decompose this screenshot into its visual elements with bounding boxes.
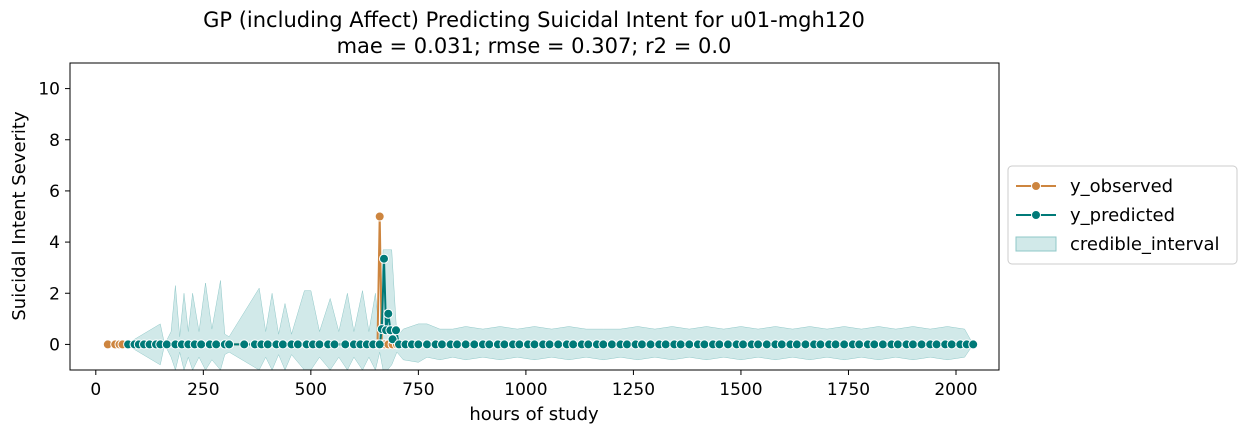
chart-title: GP (including Affect) Predicting Suicida… [203, 8, 865, 32]
y-predicted-point-61 [529, 339, 540, 350]
y-predicted-point-71 [606, 339, 617, 350]
y-predicted-point-106 [877, 339, 888, 350]
y-predicted-point-91 [761, 339, 772, 350]
legend-predicted-marker [1031, 210, 1041, 220]
y-predicted-point-52 [460, 339, 471, 350]
y-predicted-point-47 [422, 339, 432, 350]
y-predicted-point-37 [379, 253, 389, 264]
y-predicted-point-68 [583, 339, 594, 350]
y-predicted-point-70 [598, 339, 609, 350]
y-predicted-point-88 [738, 339, 749, 350]
legend-frame [1007, 165, 1238, 265]
x-tick-label-1000: 1000 [504, 380, 547, 400]
legend-band-label: credible_interval [1070, 234, 1220, 255]
x-tick-label-1250: 1250 [612, 380, 655, 400]
y-predicted-point-49 [437, 339, 447, 350]
y-predicted-point-85 [714, 339, 725, 350]
plot-area [69, 62, 1000, 371]
y-axis-label: Suicidal Intent Severity [9, 111, 30, 321]
y-predicted-point-93 [776, 339, 787, 350]
y-predicted-point-76 [645, 339, 656, 350]
y-predicted-point-110 [908, 339, 918, 350]
y-tick-label-10: 10 [38, 80, 60, 100]
x-axis: 0 250 500 750 1000 1250 1500 1750 2000 [90, 370, 978, 400]
x-tick-label-500: 500 [295, 380, 327, 400]
plot-frame [69, 62, 1000, 371]
y-predicted-point-100 [830, 339, 841, 350]
x-tick-label-750: 750 [402, 380, 434, 400]
plot-frame-bg [70, 63, 999, 370]
x-tick-label-1750: 1750 [827, 380, 870, 400]
y-predicted-point-14 [211, 339, 222, 350]
y-tick-label-2: 2 [49, 284, 60, 304]
y-predicted-point-22 [277, 339, 288, 350]
y-predicted-point-20 [262, 339, 273, 350]
y-axis: 0 2 4 6 8 10 [38, 80, 70, 355]
y-predicted-point-46 [413, 339, 424, 350]
x-tick-label-250: 250 [187, 380, 219, 400]
y-predicted-point-66 [568, 339, 579, 350]
legend-observed-label: y_observed [1070, 176, 1173, 197]
y-predicted-point-113 [931, 339, 942, 350]
y-predicted-point-80 [675, 339, 686, 350]
y-predicted-point-55 [484, 339, 495, 350]
y-predicted-point-103 [854, 339, 865, 350]
y-predicted-point-63 [544, 339, 555, 350]
legend-band-swatch [1015, 236, 1057, 252]
y-predicted-point-75 [637, 339, 647, 350]
y-predicted-point-78 [660, 339, 671, 350]
y-predicted-point-96 [800, 339, 811, 350]
y-predicted-point-64 [553, 339, 564, 350]
y-predicted-point-118 [968, 339, 979, 350]
y-predicted-point-111 [916, 339, 927, 350]
y-tick-label-6: 6 [49, 182, 60, 202]
y-predicted-point-81 [684, 339, 695, 350]
y-predicted-point-39 [383, 308, 394, 319]
y-tick-label-8: 8 [49, 131, 60, 151]
x-tick-label-0: 0 [90, 380, 101, 400]
y-predicted-point-105 [869, 339, 880, 350]
y-predicted-point-12 [196, 339, 207, 350]
y-observed-point-5 [374, 211, 385, 222]
y-predicted-point-98 [815, 339, 826, 350]
y-predicted-point-86 [723, 339, 733, 350]
y-predicted-point-24 [292, 339, 303, 350]
y-predicted-point-83 [699, 339, 710, 350]
legend-observed-marker [1031, 181, 1041, 191]
y-predicted-point-108 [892, 339, 903, 350]
y-predicted-point-27 [314, 339, 325, 350]
x-tick-label-2000: 2000 [934, 380, 977, 400]
y-predicted-point-29 [329, 339, 340, 350]
x-axis-label: hours of study [469, 404, 599, 425]
y-predicted-point-17 [239, 339, 250, 350]
legend-predicted-label: y_predicted [1070, 205, 1175, 226]
y-predicted-point-35 [374, 339, 385, 350]
y-predicted-point-16 [224, 339, 235, 350]
y-predicted-point-41 [387, 334, 398, 345]
y-predicted-point-42 [391, 325, 401, 336]
chart-subtitle: mae = 0.031; rmse = 0.307; r2 = 0.0 [337, 34, 732, 58]
y-tick-label-4: 4 [49, 233, 60, 253]
y-predicted-point-73 [622, 339, 632, 350]
y-predicted-point-57 [499, 339, 510, 350]
y-predicted-point-59 [514, 339, 525, 350]
y-predicted-point-30 [340, 339, 351, 350]
y-tick-label-0: 0 [49, 335, 60, 355]
legend: y_observed y_predicted credible_interval [1007, 165, 1238, 265]
y-predicted-point-90 [753, 339, 764, 350]
y-predicted-point-51 [452, 339, 463, 350]
y-predicted-markers [123, 253, 979, 350]
y-predicted-point-95 [791, 339, 802, 350]
y-predicted-point-101 [839, 339, 850, 350]
x-tick-label-1500: 1500 [719, 380, 762, 400]
y-predicted-point-7 [161, 339, 172, 350]
y-predicted-point-115 [946, 339, 957, 350]
y-predicted-point-53 [469, 339, 480, 350]
